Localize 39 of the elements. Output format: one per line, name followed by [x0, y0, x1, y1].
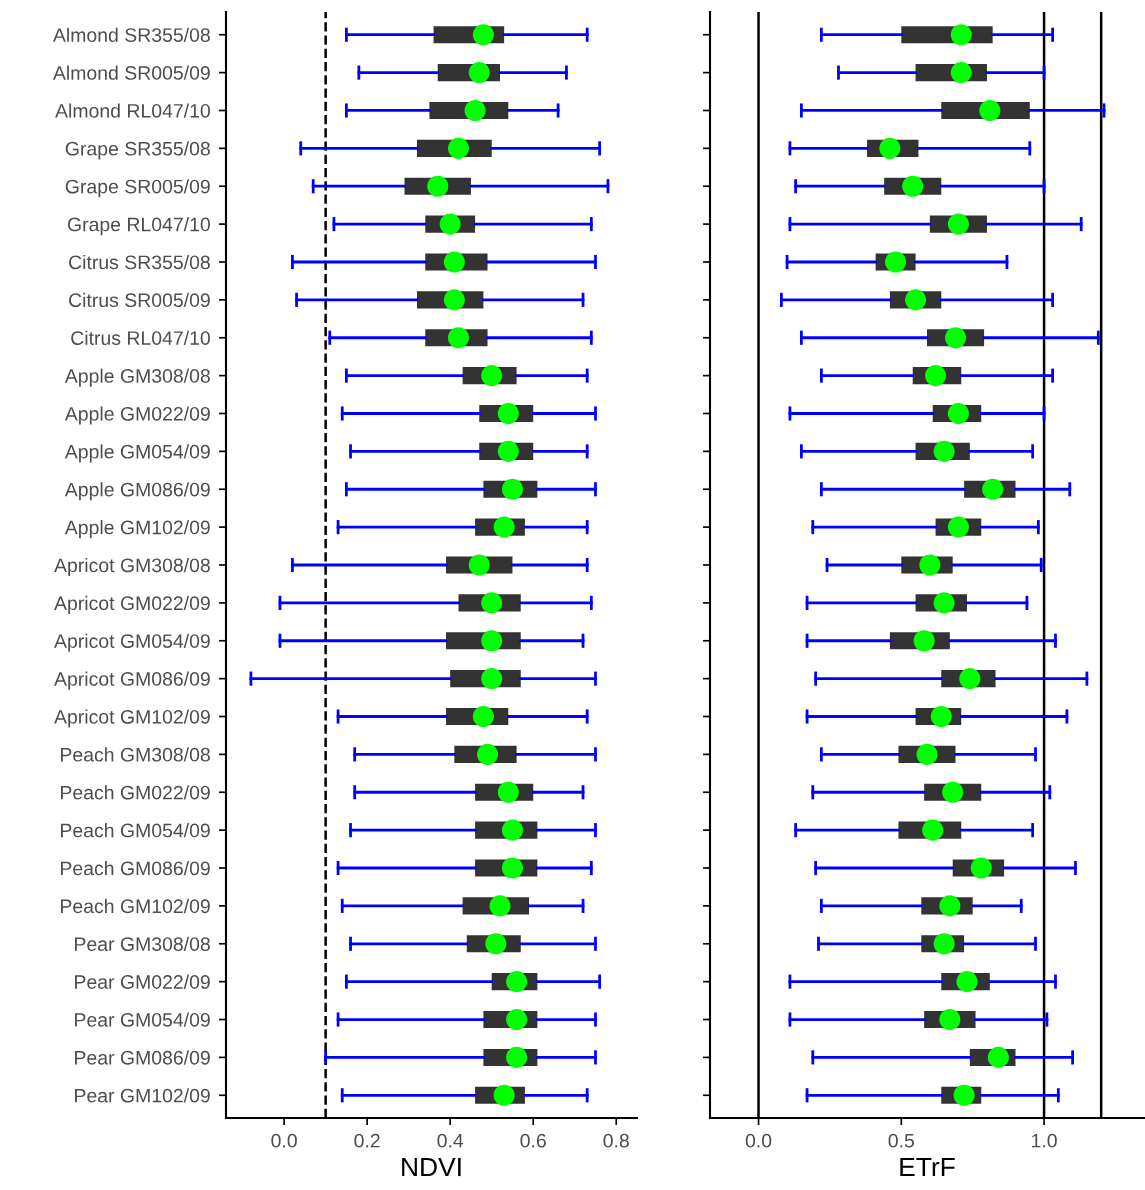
y-tick-label: Citrus RL047/10 — [71, 330, 210, 345]
y-tick-label: Apple GM086/09 — [64, 482, 210, 501]
y-tick-label: Grape SR355/08 — [65, 141, 210, 160]
y-tick-label: Apricot GM022/09 — [54, 595, 210, 614]
y-tick-label: Pear GM086/09 — [75, 1050, 210, 1065]
x-tick-label: 0.4 — [437, 1133, 464, 1148]
x-axis-title: NDVI — [402, 1157, 461, 1177]
x-tick-label: 0.8 — [603, 1133, 629, 1148]
y-tick-label: Peach GM308/08 — [61, 747, 210, 762]
y-tick-label: Apricot GM054/09 — [54, 633, 210, 652]
y-tick-label: Pear GM022/09 — [75, 974, 210, 989]
y-tick-label: Apple GM022/09 — [64, 406, 210, 425]
y-tick-label: Almond SR355/08 — [52, 27, 210, 42]
x-tick-label: 0.2 — [354, 1133, 380, 1148]
y-tick-label: Pear GM308/08 — [75, 936, 210, 951]
x-tick-label: 0.0 — [745, 1133, 772, 1148]
y-tick-label: Apricot GM308/08 — [54, 557, 210, 577]
y-tick-label: Peach GM102/09 — [61, 898, 210, 914]
y-tick-label: Peach GM022/09 — [61, 785, 210, 800]
x-tick-label: 0.6 — [520, 1133, 546, 1148]
y-tick-label: Apple GM102/09 — [64, 520, 210, 539]
y-tick-label: Apple GM308/08 — [64, 368, 210, 387]
y-tick-label: Pear GM102/09 — [75, 1088, 210, 1103]
y-tick-label: Grape RL047/10 — [67, 217, 210, 236]
y-tick-label: Peach GM054/09 — [61, 823, 210, 838]
y-tick-label: Almond SR005/09 — [52, 65, 210, 80]
y-tick-label: Pear GM054/09 — [75, 1012, 210, 1027]
y-tick-label: Grape SR005/09 — [65, 179, 210, 198]
y-tick-label: Almond RL047/10 — [55, 103, 210, 118]
y-tick-label: Citrus SR355/08 — [69, 254, 210, 270]
x-tick-label: 0.5 — [888, 1133, 914, 1148]
x-axis-title: ETrF — [900, 1157, 955, 1177]
y-tick-label: Apple GM054/09 — [64, 444, 210, 463]
x-tick-label: 1.0 — [1032, 1133, 1057, 1148]
y-tick-label: Citrus SR005/09 — [69, 292, 210, 308]
y-tick-label: Peach GM086/09 — [61, 860, 210, 876]
y-tick-label: Apricot GM086/09 — [54, 671, 210, 690]
y-tick-label: Apricot GM102/09 — [54, 709, 210, 728]
x-tick-label: 0.0 — [271, 1133, 297, 1148]
